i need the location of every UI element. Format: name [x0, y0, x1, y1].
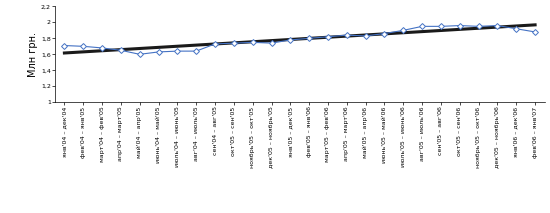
Y-axis label: Млн грн.: Млн грн. — [28, 32, 38, 77]
